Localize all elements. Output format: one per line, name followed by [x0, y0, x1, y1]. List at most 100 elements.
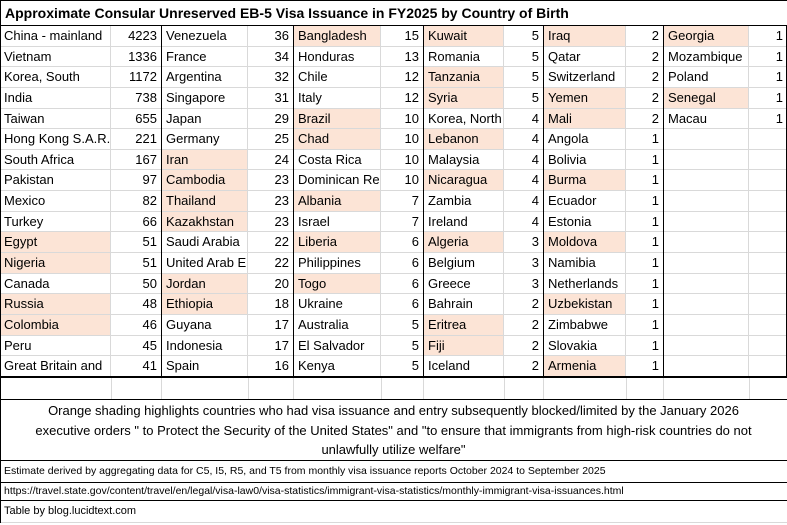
country-cell[interactable]: Canada [0, 273, 111, 294]
country-cell[interactable]: Mozambique [664, 46, 749, 67]
country-cell[interactable]: Slovakia [544, 335, 626, 356]
country-cell[interactable]: El Salvador [294, 335, 381, 356]
empty-value-cell[interactable] [749, 294, 787, 314]
value-cell[interactable]: 23 [274, 193, 289, 209]
country-cell[interactable]: Albania [294, 191, 381, 211]
country-cell[interactable]: Peru [0, 335, 111, 356]
value-cell[interactable]: 2 [651, 48, 659, 64]
country-cell[interactable]: India [0, 87, 111, 108]
country-cell[interactable]: Switzerland [544, 67, 626, 87]
empty-value-cell[interactable] [749, 274, 787, 294]
country-cell[interactable]: Uzbekistan [544, 294, 626, 314]
empty-country-cell[interactable] [664, 211, 749, 232]
value-cell[interactable]: 1 [651, 193, 659, 209]
value-cell[interactable]: 221 [135, 131, 157, 147]
country-cell[interactable]: Ethiopia [162, 294, 248, 314]
country-cell[interactable]: Costa Rica [294, 149, 381, 170]
empty-country-cell[interactable] [664, 253, 749, 273]
value-cell[interactable]: 5 [531, 48, 539, 64]
value-cell[interactable]: 24 [274, 151, 289, 167]
value-cell[interactable]: 7 [411, 193, 419, 209]
country-cell[interactable]: Indonesia [162, 335, 248, 356]
value-cell[interactable]: 10 [404, 151, 419, 167]
empty-country-cell[interactable] [664, 314, 749, 335]
country-cell[interactable]: Honduras [294, 46, 381, 67]
value-cell[interactable]: 13 [404, 48, 419, 64]
country-cell[interactable]: Brazil [294, 108, 381, 129]
value-cell[interactable]: 82 [142, 193, 157, 209]
value-cell[interactable]: 5 [411, 337, 419, 353]
country-cell[interactable]: Zimbabwe [544, 314, 626, 335]
value-cell[interactable]: 10 [404, 110, 419, 126]
country-cell[interactable]: Senegal [664, 87, 749, 108]
country-cell[interactable]: Lebanon [424, 129, 504, 149]
country-cell[interactable]: Saudi Arabia [162, 232, 248, 253]
value-cell[interactable]: 16 [274, 358, 289, 374]
country-cell[interactable]: Iraq [544, 26, 626, 46]
value-cell[interactable]: 655 [135, 110, 157, 126]
country-cell[interactable]: Iceland [424, 356, 504, 376]
value-cell[interactable]: 1 [775, 110, 783, 126]
value-cell[interactable]: 1 [651, 296, 659, 312]
value-cell[interactable]: 4 [531, 110, 539, 126]
value-cell[interactable]: 1 [651, 337, 659, 353]
country-cell[interactable]: France [162, 46, 248, 67]
country-cell[interactable]: Kenya [294, 356, 381, 376]
country-cell[interactable]: Great Britain and [0, 356, 111, 376]
country-cell[interactable]: Hong Kong S.A.R. [0, 129, 111, 149]
country-cell[interactable]: Colombia [0, 314, 111, 335]
country-cell[interactable]: Bahrain [424, 294, 504, 314]
value-cell[interactable]: 6 [411, 296, 419, 312]
country-cell[interactable]: Qatar [544, 46, 626, 67]
empty-country-cell[interactable] [664, 129, 749, 149]
country-cell[interactable]: Togo [294, 273, 381, 294]
value-cell[interactable]: 1 [651, 275, 659, 291]
country-cell[interactable]: Israel [294, 211, 381, 232]
country-cell[interactable]: Korea, North [424, 108, 504, 129]
country-cell[interactable]: China - mainland [0, 26, 111, 46]
country-cell[interactable]: Italy [294, 87, 381, 108]
value-cell[interactable]: 15 [404, 28, 419, 43]
value-cell[interactable]: 23 [274, 172, 289, 188]
value-cell[interactable]: 66 [142, 213, 157, 229]
country-cell[interactable]: Chile [294, 67, 381, 87]
country-cell[interactable]: Estonia [544, 211, 626, 232]
country-cell[interactable]: Pakistan [0, 170, 111, 191]
value-cell[interactable]: 1 [651, 131, 659, 147]
value-cell[interactable]: 23 [274, 213, 289, 229]
value-cell[interactable]: 6 [411, 275, 419, 291]
value-cell[interactable]: 36 [274, 28, 289, 43]
value-cell[interactable]: 738 [135, 89, 157, 105]
country-cell[interactable]: Greece [424, 273, 504, 294]
value-cell[interactable]: 51 [142, 255, 157, 271]
value-cell[interactable]: 2 [531, 337, 539, 353]
value-cell[interactable]: 51 [142, 234, 157, 250]
country-cell[interactable]: Fiji [424, 335, 504, 356]
value-cell[interactable]: 17 [274, 337, 289, 353]
value-cell[interactable]: 1 [775, 28, 783, 43]
country-cell[interactable]: Ukraine [294, 294, 381, 314]
country-cell[interactable]: Armenia [544, 356, 626, 376]
country-cell[interactable]: Taiwan [0, 108, 111, 129]
value-cell[interactable]: 41 [142, 358, 157, 374]
value-cell[interactable]: 29 [274, 110, 289, 126]
value-cell[interactable]: 4 [531, 151, 539, 167]
country-cell[interactable]: Mali [544, 108, 626, 129]
country-cell[interactable]: South Africa [0, 149, 111, 170]
value-cell[interactable]: 12 [404, 89, 419, 105]
country-cell[interactable]: Ecuador [544, 191, 626, 211]
value-cell[interactable]: 5 [411, 316, 419, 332]
country-cell[interactable]: Egypt [0, 232, 111, 253]
country-cell[interactable]: Chad [294, 129, 381, 149]
value-cell[interactable]: 6 [411, 234, 419, 250]
country-cell[interactable]: Netherlands [544, 273, 626, 294]
country-cell[interactable]: Algeria [424, 232, 504, 253]
value-cell[interactable]: 5 [411, 358, 419, 374]
value-cell[interactable]: 22 [274, 234, 289, 250]
value-cell[interactable]: 3 [531, 234, 539, 250]
country-cell[interactable]: Jordan [162, 273, 248, 294]
value-cell[interactable]: 1 [651, 316, 659, 332]
value-cell[interactable]: 2 [651, 28, 659, 43]
value-cell[interactable]: 2 [651, 89, 659, 105]
country-cell[interactable]: Tanzania [424, 67, 504, 87]
